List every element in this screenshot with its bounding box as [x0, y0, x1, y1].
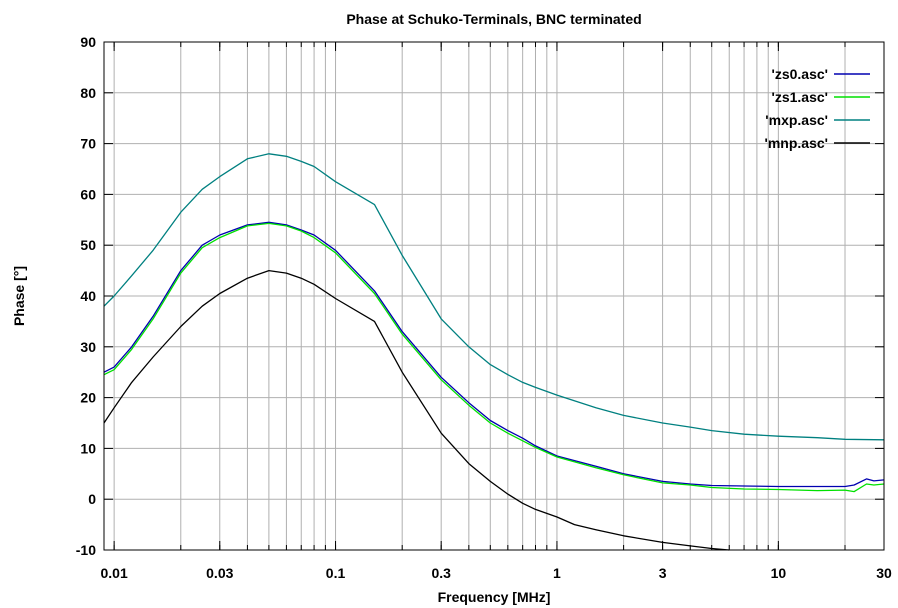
legend-label: 'mxp.asc': [765, 112, 828, 128]
y-tick-label: 0: [88, 491, 96, 507]
y-tick-label: 70: [80, 136, 96, 152]
series-line-3: [103, 269, 730, 551]
x-axis-label: Frequency [MHz]: [438, 589, 551, 605]
series-line-1: [103, 222, 885, 493]
series-line-0: [103, 221, 885, 488]
y-tick-label: 20: [80, 390, 96, 406]
x-tick-label: 0.03: [206, 565, 233, 581]
y-tick-label: 30: [80, 339, 96, 355]
y-axis-label: Phase [°]: [11, 266, 27, 326]
x-tick-label: 1: [553, 565, 561, 581]
chart-title: Phase at Schuko-Terminals, BNC terminate…: [346, 11, 641, 27]
axis-ticks: 0.01 0.03 0.1 0.3 1 3 10 30 -10 0 10 20 30 40 50 60 70 80…: [76, 34, 892, 581]
legend-label: 'zs0.asc': [772, 66, 828, 82]
legend-label: 'mnp.asc': [765, 135, 828, 151]
series-line-2: [103, 153, 885, 441]
y-tick-label: 60: [80, 186, 96, 202]
y-tick-label: 50: [80, 237, 96, 253]
y-tick-label: -10: [76, 542, 96, 558]
x-tick-label: 30: [876, 565, 892, 581]
x-tick-label: 0.3: [431, 565, 451, 581]
grid: [103, 42, 885, 550]
legend-label: 'zs1.asc': [772, 89, 828, 105]
y-tick-label: 40: [80, 288, 96, 304]
x-tick-label: 3: [659, 565, 667, 581]
x-tick-label: 0.1: [326, 565, 346, 581]
series-lines: [103, 153, 885, 551]
y-tick-label: 80: [80, 85, 96, 101]
y-tick-label: 10: [80, 440, 96, 456]
legend: 'zs0.asc' 'zs1.asc' 'mxp.asc' 'mnp.asc': [765, 66, 870, 151]
y-tick-label: 90: [80, 34, 96, 50]
x-tick-label: 10: [771, 565, 787, 581]
x-tick-label: 0.01: [101, 565, 128, 581]
